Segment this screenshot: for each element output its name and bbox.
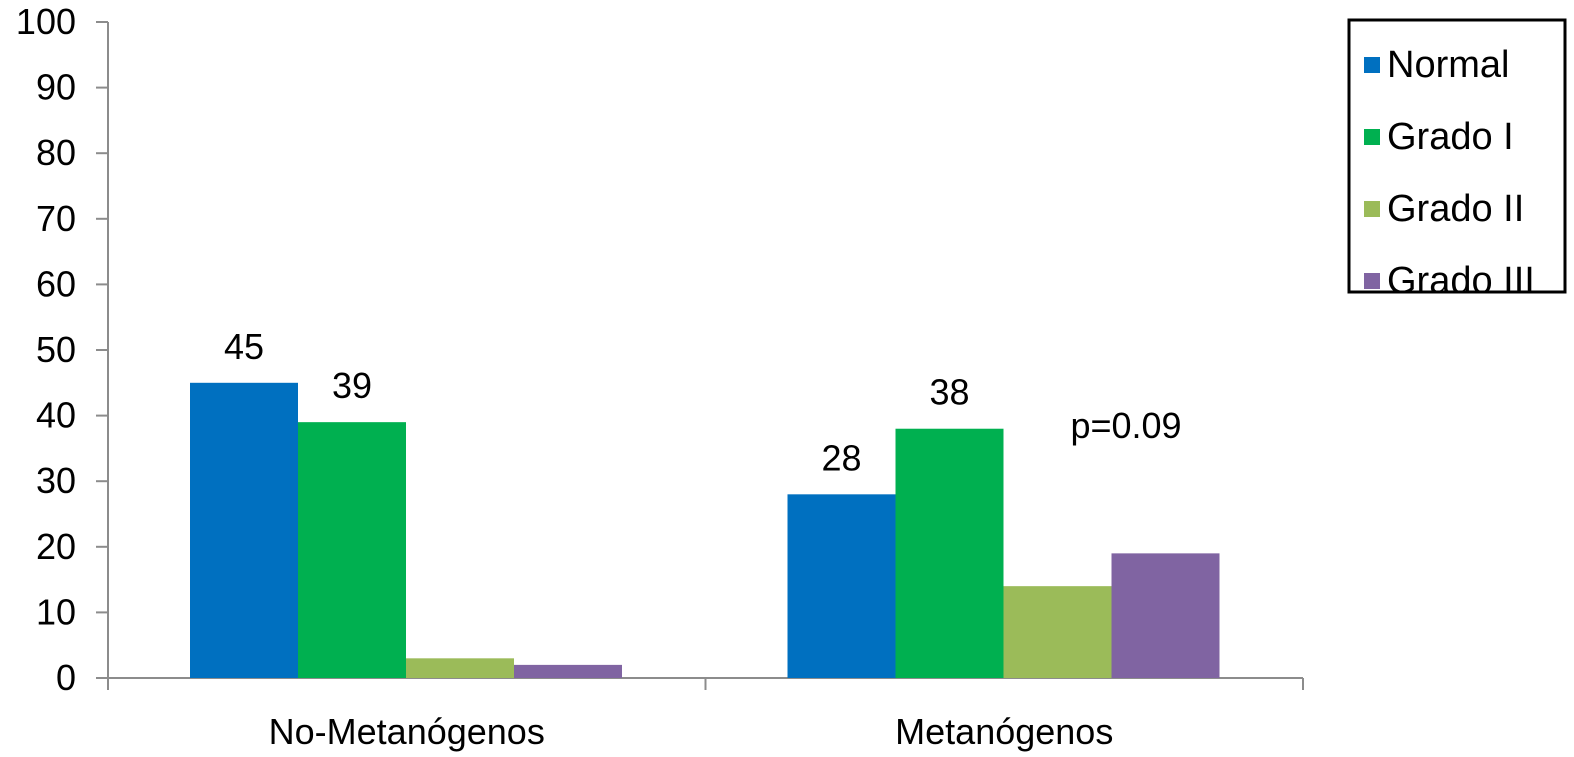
bar-value-label: 38 bbox=[929, 372, 969, 413]
value-labels: 45 39 28 38 bbox=[224, 326, 970, 479]
legend-label: Grado I bbox=[1387, 116, 1514, 158]
x-category-label: No-Metanógenos bbox=[269, 711, 545, 752]
legend-label: Normal bbox=[1387, 44, 1509, 86]
bar bbox=[406, 658, 514, 678]
bar-value-label: 39 bbox=[332, 365, 372, 406]
legend: Normal Grado I Grado II Grado III bbox=[1347, 18, 1567, 302]
y-tick-label: 100 bbox=[16, 1, 76, 42]
y-tick-label: 20 bbox=[36, 526, 76, 567]
y-tick-label: 90 bbox=[36, 67, 76, 108]
bar bbox=[190, 382, 298, 678]
bar-value-label: 28 bbox=[821, 437, 861, 478]
legend-swatch bbox=[1364, 129, 1380, 145]
bar bbox=[895, 428, 1004, 678]
x-axis: No-Metanógenos Metanógenos bbox=[107, 677, 1304, 752]
y-tick-label: 50 bbox=[36, 329, 76, 370]
bar bbox=[1003, 586, 1112, 678]
x-category-label: Metanógenos bbox=[895, 711, 1113, 752]
p-value-annotation: p=0.09 bbox=[1070, 405, 1181, 446]
y-axis: 0 10 20 30 40 50 60 70 80 90 100 bbox=[16, 1, 109, 698]
legend-label: Grado II bbox=[1387, 188, 1524, 230]
legend-swatch bbox=[1364, 201, 1380, 217]
y-tick-label: 70 bbox=[36, 198, 76, 239]
legend-label: Grado III bbox=[1387, 260, 1535, 302]
y-tick-label: 40 bbox=[36, 395, 76, 436]
legend-swatch bbox=[1364, 57, 1380, 73]
legend-swatch bbox=[1364, 273, 1380, 289]
bar bbox=[514, 664, 622, 678]
bar bbox=[787, 494, 896, 678]
legend-box bbox=[1347, 18, 1567, 294]
bars bbox=[190, 382, 1220, 678]
y-tick-label: 10 bbox=[36, 591, 76, 632]
y-tick-label: 30 bbox=[36, 460, 76, 501]
y-tick-label: 60 bbox=[36, 263, 76, 304]
bar-value-label: 45 bbox=[224, 326, 264, 367]
y-tick-label: 0 bbox=[56, 657, 76, 698]
y-tick-label: 80 bbox=[36, 132, 76, 173]
bar bbox=[1111, 553, 1220, 678]
bar bbox=[298, 422, 406, 678]
